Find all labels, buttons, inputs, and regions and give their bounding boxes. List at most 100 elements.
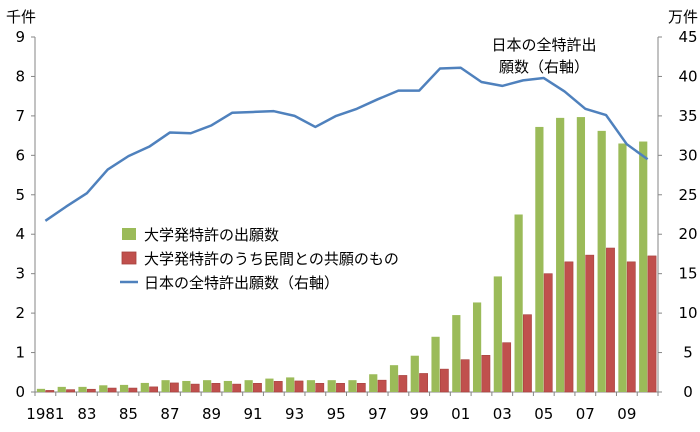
bar-joint-applications bbox=[439, 368, 449, 393]
bar-university-applications bbox=[182, 380, 191, 392]
bar-university-applications bbox=[327, 380, 336, 392]
legend-label: 日本の全特許出願数（右軸） bbox=[144, 274, 339, 292]
right-axis-unit: 万件 bbox=[668, 8, 698, 26]
legend-swatch bbox=[122, 228, 136, 240]
x-tick-label: 93 bbox=[285, 405, 304, 423]
bar-university-applications bbox=[493, 276, 502, 392]
bar-university-applications bbox=[286, 377, 295, 392]
bar-joint-applications bbox=[543, 273, 553, 393]
right-tick-label: 5 bbox=[683, 344, 693, 362]
x-tick-label: 91 bbox=[244, 405, 263, 423]
x-tick-label: 97 bbox=[368, 405, 387, 423]
bar-series bbox=[36, 117, 657, 393]
annotation-line: 願数（右軸） bbox=[499, 58, 589, 76]
x-tick-label: 09 bbox=[617, 405, 636, 423]
annotation-line: 日本の全特許出 bbox=[491, 36, 596, 54]
x-tick-label: 95 bbox=[327, 405, 346, 423]
bar-joint-applications bbox=[86, 388, 96, 393]
right-tick-label: 35 bbox=[678, 107, 697, 125]
left-tick-label: 6 bbox=[15, 146, 25, 164]
bar-joint-applications bbox=[626, 261, 636, 393]
x-tick-label: 07 bbox=[576, 405, 595, 423]
bar-joint-applications bbox=[211, 383, 221, 393]
right-tick-label: 25 bbox=[678, 186, 697, 204]
bar-joint-applications bbox=[481, 355, 491, 393]
bar-university-applications bbox=[306, 380, 316, 392]
bar-joint-applications bbox=[419, 373, 428, 393]
bar-university-applications bbox=[203, 380, 212, 392]
bar-university-applications bbox=[223, 380, 232, 392]
bar-university-applications bbox=[369, 374, 378, 392]
left-tick-label: 2 bbox=[15, 304, 25, 322]
right-tick-label: 20 bbox=[678, 225, 697, 243]
left-tick-label: 3 bbox=[15, 265, 25, 283]
bar-university-applications bbox=[348, 380, 357, 392]
bar-joint-applications bbox=[398, 375, 408, 393]
x-tick-label: 85 bbox=[119, 405, 138, 423]
bar-university-applications bbox=[556, 117, 565, 392]
bar-university-applications bbox=[57, 386, 66, 392]
bar-joint-applications bbox=[107, 387, 117, 393]
bar-joint-applications bbox=[502, 342, 512, 393]
bar-university-applications bbox=[119, 384, 129, 392]
legend-swatch bbox=[121, 251, 137, 265]
bar-joint-applications bbox=[273, 381, 283, 393]
bar-university-applications bbox=[99, 385, 108, 392]
bar-university-applications bbox=[535, 126, 544, 392]
x-tick-label: 83 bbox=[77, 405, 96, 423]
bar-joint-applications bbox=[647, 255, 657, 393]
right-tick-label: 40 bbox=[678, 67, 697, 85]
legend-label: 大学発特許の出願数 bbox=[144, 226, 279, 244]
bar-joint-applications bbox=[564, 261, 574, 393]
bar-joint-applications bbox=[128, 387, 138, 393]
bar-university-applications bbox=[78, 386, 87, 392]
x-tick-label: 1981 bbox=[26, 405, 64, 423]
right-tick-label: 15 bbox=[678, 265, 697, 283]
bar-joint-applications bbox=[315, 383, 325, 393]
left-tick-label: 4 bbox=[15, 225, 25, 243]
bar-joint-applications bbox=[460, 359, 470, 393]
bar-joint-applications bbox=[169, 382, 179, 393]
bar-joint-applications bbox=[585, 254, 595, 393]
bar-joint-applications bbox=[523, 314, 532, 393]
x-tick-label: 03 bbox=[493, 405, 512, 423]
bar-joint-applications bbox=[356, 383, 366, 393]
right-tick-label: 45 bbox=[678, 28, 697, 46]
left-tick-label: 7 bbox=[15, 107, 25, 125]
annotation: 日本の全特許出願数（右軸） bbox=[491, 36, 596, 76]
left-tick-label: 8 bbox=[15, 67, 25, 85]
bar-university-applications bbox=[452, 315, 461, 392]
bar-joint-applications bbox=[45, 390, 55, 393]
bar-university-applications bbox=[472, 302, 482, 392]
bar-university-applications bbox=[265, 378, 274, 392]
bar-university-applications bbox=[431, 336, 440, 392]
bar-university-applications bbox=[618, 143, 627, 392]
bar-joint-applications bbox=[66, 389, 75, 393]
x-tick-label: 87 bbox=[160, 405, 179, 423]
bar-joint-applications bbox=[377, 379, 387, 393]
line-series bbox=[44, 66, 649, 222]
line-total-applications bbox=[44, 66, 649, 222]
bar-university-applications bbox=[410, 355, 419, 392]
bar-university-applications bbox=[514, 214, 523, 392]
bar-university-applications bbox=[140, 382, 149, 392]
x-tick-label: 01 bbox=[451, 405, 470, 423]
bar-university-applications bbox=[597, 130, 606, 392]
bar-joint-applications bbox=[190, 383, 200, 393]
x-tick-label: 05 bbox=[534, 405, 553, 423]
bar-joint-applications bbox=[294, 380, 304, 393]
bar-university-applications bbox=[36, 388, 46, 392]
bar-university-applications bbox=[639, 141, 648, 392]
bar-joint-applications bbox=[606, 247, 615, 393]
left-tick-label: 1 bbox=[15, 344, 25, 362]
right-tick-label: 30 bbox=[678, 146, 697, 164]
right-tick-label: 10 bbox=[678, 304, 697, 322]
left-tick-label: 5 bbox=[15, 186, 25, 204]
bar-joint-applications bbox=[336, 383, 345, 393]
right-tick-label: 0 bbox=[683, 383, 693, 401]
bar-university-applications bbox=[576, 117, 586, 393]
